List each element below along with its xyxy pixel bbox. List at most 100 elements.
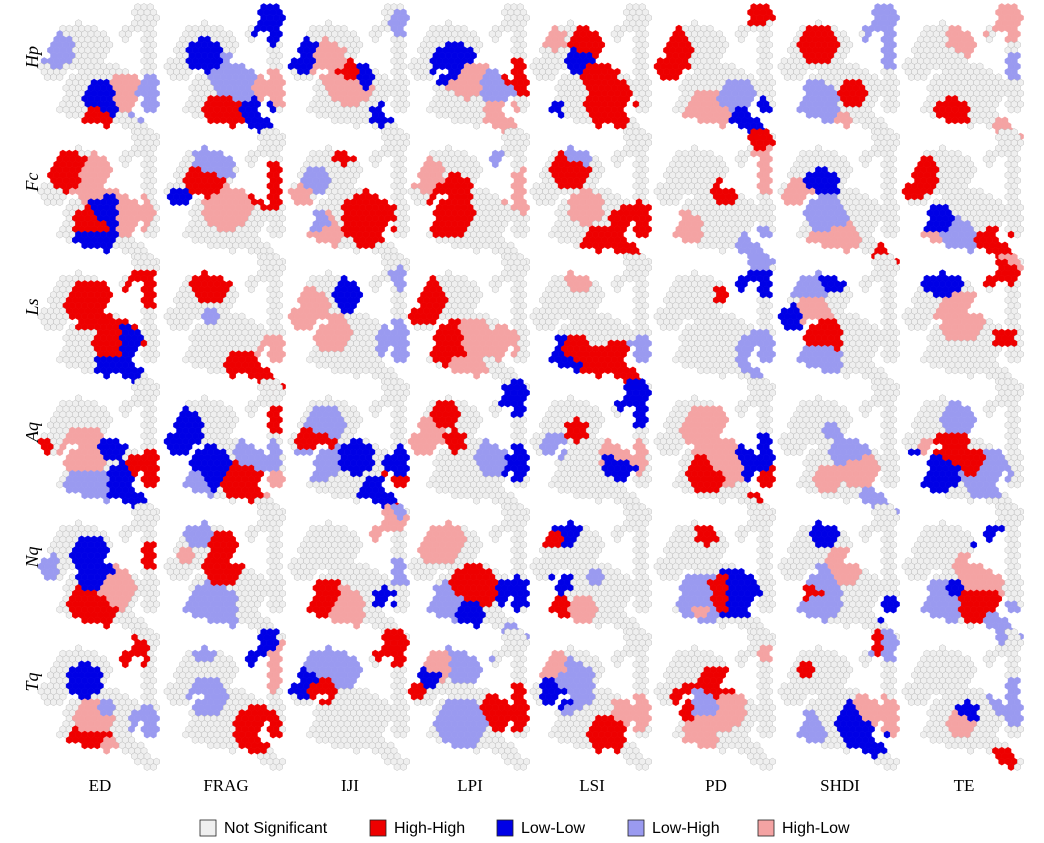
region xyxy=(122,247,128,254)
region xyxy=(427,231,433,238)
region xyxy=(372,36,378,43)
region xyxy=(307,74,313,81)
region xyxy=(464,117,470,124)
region xyxy=(72,361,78,368)
region xyxy=(520,106,526,113)
region xyxy=(1014,231,1020,238)
region xyxy=(270,106,276,113)
region xyxy=(113,242,119,249)
region xyxy=(57,199,63,206)
region xyxy=(104,122,110,129)
cluster-map xyxy=(902,3,1024,145)
region xyxy=(729,117,735,124)
region xyxy=(561,63,567,70)
region xyxy=(636,231,642,238)
region xyxy=(144,106,150,113)
region xyxy=(436,111,442,118)
region xyxy=(458,242,464,249)
region xyxy=(248,36,254,43)
region xyxy=(474,247,480,254)
region xyxy=(921,199,927,206)
region xyxy=(135,150,141,157)
region xyxy=(844,247,850,254)
region xyxy=(183,231,189,238)
region xyxy=(605,117,611,124)
region xyxy=(760,231,766,238)
region xyxy=(372,286,378,293)
region xyxy=(239,367,245,374)
region xyxy=(968,247,974,254)
region xyxy=(636,106,642,113)
region xyxy=(614,247,620,254)
region xyxy=(394,106,400,113)
region xyxy=(614,122,620,129)
region xyxy=(338,242,344,249)
region xyxy=(170,74,176,81)
region xyxy=(69,63,75,70)
region xyxy=(414,74,420,81)
region xyxy=(720,247,726,254)
region xyxy=(704,117,710,124)
region xyxy=(198,361,204,368)
region xyxy=(214,242,220,249)
region xyxy=(51,324,57,331)
region xyxy=(828,117,834,124)
region xyxy=(614,36,620,43)
region xyxy=(192,111,198,118)
region xyxy=(248,161,254,168)
region xyxy=(890,106,896,113)
cluster-map xyxy=(778,3,900,145)
region xyxy=(698,117,704,124)
region xyxy=(505,25,511,32)
region xyxy=(738,36,744,43)
region xyxy=(88,367,94,374)
region xyxy=(751,25,757,32)
region xyxy=(853,117,859,124)
region xyxy=(574,242,580,249)
region xyxy=(660,74,666,81)
cluster-map xyxy=(530,3,652,145)
region xyxy=(797,74,803,81)
region xyxy=(809,188,815,195)
region xyxy=(88,242,94,249)
region xyxy=(177,199,183,206)
region xyxy=(363,242,369,249)
region xyxy=(427,199,433,206)
region xyxy=(986,247,992,254)
cluster-map xyxy=(530,128,652,270)
region xyxy=(1008,231,1014,238)
region xyxy=(385,150,391,157)
region xyxy=(558,111,564,118)
region xyxy=(536,74,542,81)
cluster-map xyxy=(902,128,1024,270)
region xyxy=(698,242,704,249)
region xyxy=(248,122,254,129)
region xyxy=(322,236,328,243)
region xyxy=(442,111,448,118)
region xyxy=(51,199,57,206)
region xyxy=(385,275,391,282)
region xyxy=(122,372,128,379)
region xyxy=(69,188,75,195)
region xyxy=(751,150,757,157)
cluster-map xyxy=(38,253,160,395)
region xyxy=(549,74,555,81)
region xyxy=(549,199,555,206)
region xyxy=(195,188,201,195)
region xyxy=(514,231,520,238)
region xyxy=(51,74,57,81)
region xyxy=(921,74,927,81)
region xyxy=(301,74,307,81)
region xyxy=(596,247,602,254)
region xyxy=(614,161,620,168)
region xyxy=(322,111,328,118)
region xyxy=(144,231,150,238)
region xyxy=(574,117,580,124)
region xyxy=(44,199,50,206)
region xyxy=(673,231,679,238)
region xyxy=(57,356,63,363)
region xyxy=(44,74,50,81)
region xyxy=(316,111,322,118)
region xyxy=(930,111,936,118)
region xyxy=(915,74,921,81)
